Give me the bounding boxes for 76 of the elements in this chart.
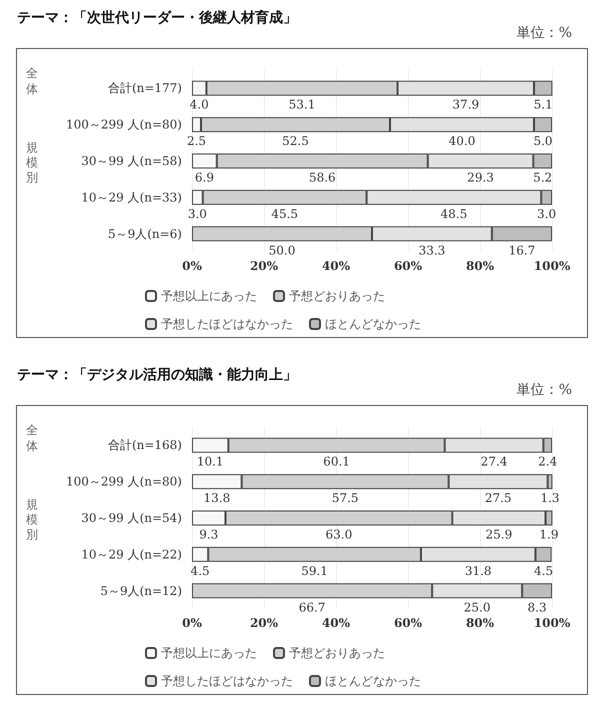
text: 全体 [26, 423, 38, 453]
text: 単位：% [516, 25, 572, 41]
legend-label: 予想以上にあった [161, 646, 257, 660]
data-label: 48.5 [440, 206, 468, 221]
y-tick-label: 10～29 人(n=33) [81, 190, 182, 204]
x-tick-label: 40% [322, 259, 351, 273]
data-label: 45.5 [271, 206, 298, 221]
chart-title: テーマ：「デジタル活用の知識・能力向上」 [17, 366, 297, 383]
y-tick-label: 合計(n=177) [108, 81, 182, 96]
x-tick-label: 60% [394, 616, 423, 630]
x-tick-label: 0% [182, 616, 202, 630]
data-label: 5.0 [533, 134, 553, 148]
y-tick-label: 10～29 人(n=22) [81, 547, 182, 562]
legend-label: ほとんどなかった [325, 674, 421, 688]
chart-title: テーマ：「次世代リーダー・後継人材育成」 [17, 9, 297, 26]
text: 規模別 [26, 140, 38, 184]
y-tick-label: 5～9人(n=6) [108, 226, 182, 241]
text: 単位：% [516, 382, 572, 398]
data-label: 25.0 [464, 600, 490, 614]
data-label: 4.0 [190, 98, 209, 112]
data-label: 2.4 [538, 454, 558, 469]
data-label: 60.1 [323, 454, 350, 469]
legend-label: 予想したほどはなかった [161, 317, 293, 331]
data-label: 53.1 [288, 98, 316, 112]
data-label: 4.5 [190, 564, 210, 578]
data-label: 3.0 [188, 206, 207, 221]
data-label: 33.3 [418, 243, 446, 258]
data-label: 16.7 [508, 243, 536, 258]
data-label: 63.0 [326, 528, 352, 542]
data-label: 1.3 [540, 491, 560, 506]
data-label: 4.5 [534, 564, 554, 578]
data-label: 3.0 [537, 206, 556, 221]
data-label: 2.5 [186, 134, 206, 148]
data-label: 8.3 [528, 600, 547, 614]
data-label: 5.1 [534, 98, 553, 112]
data-label: 37.9 [452, 98, 480, 112]
y-tick-label: 30～99 人(n=54) [81, 511, 182, 525]
data-label: 57.5 [332, 491, 359, 506]
data-label: 5.2 [533, 170, 552, 184]
text: 全体 [26, 66, 38, 96]
data-label: 1.9 [539, 528, 558, 542]
data-label: 27.5 [484, 491, 512, 506]
x-tick-label: 20% [250, 259, 279, 273]
data-label: 6.9 [194, 170, 214, 184]
y-tick-label: 5～9人(n=12) [100, 584, 182, 598]
data-label: 29.3 [467, 170, 494, 184]
x-tick-label: 80% [466, 259, 495, 273]
x-tick-label: 80% [466, 616, 495, 630]
x-tick-label: 60% [394, 259, 423, 273]
y-tick-label: 100～299 人(n=80) [66, 474, 182, 489]
data-label: 50.0 [268, 243, 296, 258]
x-tick-label: 0% [182, 259, 202, 273]
y-tick-label: 30～99 人(n=58) [81, 154, 182, 168]
data-label: 58.6 [308, 170, 336, 184]
text: 規模別 [26, 498, 38, 542]
data-label: 52.5 [282, 134, 309, 148]
data-label: 13.8 [203, 491, 230, 506]
data-label: 31.8 [464, 564, 492, 578]
y-tick-label: 合計(n=168) [108, 438, 182, 452]
data-label: 27.4 [480, 454, 508, 469]
x-tick-label: 100% [534, 259, 571, 273]
data-label: 40.0 [448, 134, 476, 148]
data-label: 10.1 [196, 454, 224, 469]
legend-label: 予想どおりあった [289, 646, 385, 660]
x-tick-label: 40% [322, 616, 351, 630]
legend-label: 予想したほどはなかった [161, 674, 293, 688]
x-tick-label: 20% [250, 616, 279, 630]
y-tick-label: 100～299 人(n=80) [66, 118, 182, 132]
data-label: 66.7 [298, 600, 326, 614]
legend-label: ほとんどなかった [325, 317, 421, 331]
data-label: 9.3 [199, 528, 218, 542]
legend-label: 予想以上にあった [161, 289, 257, 303]
data-label: 59.1 [301, 564, 328, 578]
legend-label: 予想どおりあった [289, 289, 385, 303]
data-label: 25.9 [486, 528, 512, 542]
x-tick-label: 100% [534, 616, 571, 630]
